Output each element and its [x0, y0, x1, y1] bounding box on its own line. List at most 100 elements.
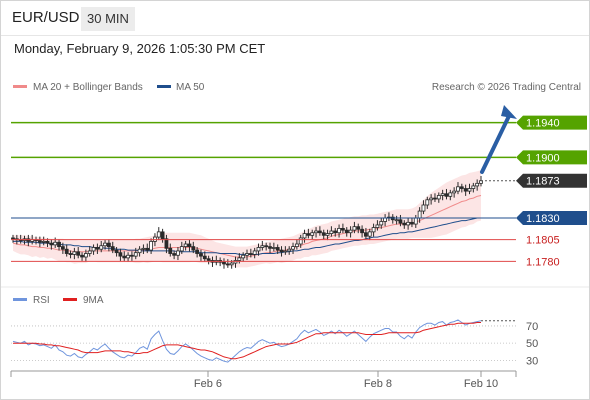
- candle-body: [252, 250, 257, 255]
- bollinger-band-area: [13, 170, 481, 268]
- candle-body: [341, 227, 345, 231]
- candle-body: [417, 210, 422, 219]
- candle-body: [141, 247, 146, 250]
- symbol-label: EUR/USD: [12, 9, 80, 26]
- candle-body: [64, 248, 69, 254]
- candle-body: [11, 237, 15, 240]
- rsi-line: [12, 319, 482, 363]
- level-label-support: 1.1780: [526, 256, 560, 268]
- level-tag-resistance: [516, 115, 587, 130]
- ma9-legend-label: 9MA: [83, 295, 104, 306]
- candle-body: [475, 182, 480, 187]
- ma9-legend-swatch: [63, 298, 77, 301]
- candle-body: [110, 246, 115, 251]
- candle-body: [421, 204, 426, 212]
- trend-arrow-head: [501, 105, 517, 119]
- candle-body: [459, 186, 464, 189]
- candle-body: [394, 219, 399, 222]
- x-tick-label: Feb 8: [364, 378, 392, 390]
- candle-body: [126, 254, 130, 259]
- candle-body: [122, 255, 127, 259]
- level-label-support: 1.1805: [526, 235, 560, 247]
- candle-body: [275, 247, 280, 251]
- candle-body: [160, 231, 165, 240]
- candle-body: [348, 229, 353, 234]
- candle-body: [133, 252, 138, 257]
- level-tag-pivot: [516, 211, 587, 225]
- candle-body: [202, 255, 207, 260]
- candle-body: [463, 188, 468, 192]
- level-label-resistance: 1.1940: [526, 118, 560, 130]
- candle-body: [199, 253, 203, 257]
- candle-body: [337, 227, 341, 234]
- candle-body: [241, 254, 246, 259]
- trend-arrow-shaft: [480, 114, 511, 174]
- candle-body: [68, 253, 73, 255]
- candle-body: [130, 254, 134, 257]
- candle-body: [425, 199, 430, 206]
- rsi-legend-swatch: [13, 298, 27, 301]
- candle-body: [76, 251, 81, 256]
- candle-body: [95, 247, 100, 250]
- candle-body: [91, 247, 96, 252]
- level-tag-resistance: [516, 150, 587, 165]
- candle-body: [229, 262, 234, 266]
- level-label-pivot: 1.1830: [526, 213, 560, 225]
- candle-body: [352, 226, 357, 231]
- candle-body: [302, 233, 307, 239]
- candle-body: [37, 240, 42, 243]
- candle-body: [294, 243, 299, 247]
- ma50-legend-swatch: [157, 85, 171, 88]
- candle-body: [402, 222, 407, 226]
- candle-body: [456, 186, 460, 192]
- x-tick-label: Feb 10: [464, 378, 498, 390]
- candle-body: [187, 243, 192, 247]
- x-axis: Feb 6 Feb 8 Feb 10: [10, 371, 517, 390]
- candle-body: [279, 249, 284, 253]
- candle-body: [45, 240, 50, 244]
- candle-body: [149, 240, 153, 251]
- rsi-legend-label: RSI: [33, 295, 50, 306]
- candle-body: [156, 231, 161, 238]
- level-tag-current: [516, 173, 587, 188]
- x-tick-label: Feb 6: [194, 378, 222, 390]
- ma9-line: [13, 322, 481, 360]
- candle-body: [118, 252, 123, 257]
- rsi-panel: 70 50 30: [11, 319, 538, 367]
- datetime-label: Monday, February 9, 2026 1:05:30 PM CET: [14, 41, 266, 56]
- candle-body: [114, 249, 119, 254]
- ma20-legend-swatch: [13, 85, 27, 88]
- candle-body: [41, 240, 46, 243]
- candle-body: [398, 219, 403, 224]
- candle-body: [356, 226, 361, 230]
- candle-body: [164, 238, 169, 249]
- candle-body: [248, 253, 253, 255]
- candle-body: [298, 237, 303, 245]
- timeframe-button[interactable]: 30 MIN: [81, 7, 135, 31]
- credit-label: Research © 2026 Trading Central: [432, 82, 581, 93]
- candle-body: [344, 229, 349, 234]
- candle-body: [379, 221, 384, 226]
- candle-body: [471, 185, 476, 189]
- candle-body: [325, 233, 330, 236]
- candle-body: [168, 247, 173, 254]
- candle-body: [172, 253, 177, 256]
- candle-body: [225, 263, 230, 266]
- candle-body: [206, 258, 211, 261]
- candle-body: [429, 197, 434, 201]
- candle-body: [410, 221, 414, 225]
- candle-body: [80, 254, 84, 258]
- candle-body: [383, 217, 387, 222]
- candle-body: [49, 242, 54, 246]
- candle-body: [137, 248, 142, 254]
- level-label-resistance: 1.1900: [526, 152, 560, 164]
- candle-body: [260, 245, 265, 248]
- candle-body: [367, 231, 372, 237]
- candle-body: [179, 246, 184, 252]
- candle-body: [287, 248, 292, 252]
- candle-body: [72, 251, 77, 255]
- candle-body: [321, 232, 326, 236]
- candle-body: [283, 250, 288, 253]
